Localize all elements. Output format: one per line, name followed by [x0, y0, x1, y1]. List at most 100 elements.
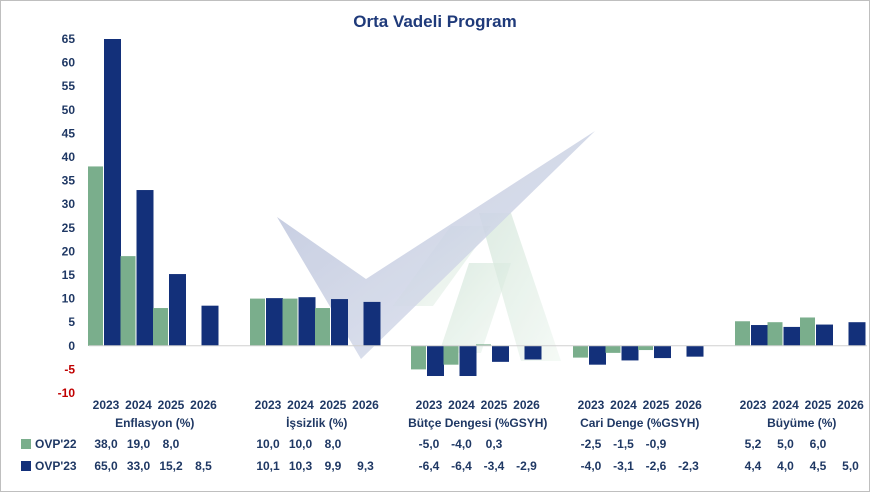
x-year-label: 2024: [610, 398, 637, 412]
table-cell: 8,0: [163, 437, 180, 451]
x-year-label: 2026: [352, 398, 379, 412]
y-tick-label: 40: [62, 150, 76, 164]
x-year-label: 2024: [772, 398, 799, 412]
x-year-label: 2025: [805, 398, 832, 412]
y-tick-label: 15: [62, 268, 76, 282]
chart-title: Orta Vadeli Program: [353, 12, 516, 31]
group-label: İşsizlik (%): [286, 415, 347, 430]
x-year-label: 2025: [643, 398, 670, 412]
table-cell: 10,1: [256, 459, 280, 473]
y-tick-label: 30: [62, 197, 76, 211]
table-cell: -2,9: [516, 459, 537, 473]
table-cell: 0,3: [486, 437, 503, 451]
table-cell: 5,0: [777, 437, 794, 451]
bar-ovp22: [88, 166, 103, 346]
x-year-label: 2025: [320, 398, 347, 412]
y-tick-label: 20: [62, 244, 76, 258]
bar-ovp23: [169, 274, 186, 346]
table-cell: 5,2: [745, 437, 762, 451]
bar-ovp22: [767, 322, 783, 346]
x-year-label: 2026: [837, 398, 864, 412]
x-year-label: 2026: [190, 398, 217, 412]
group-label: Cari Denge (%GSYH): [580, 416, 699, 430]
y-tick-label: 25: [62, 221, 76, 235]
table-cell: 38,0: [94, 437, 118, 451]
table-cell: 65,0: [94, 459, 118, 473]
group-label: Enflasyon (%): [115, 416, 194, 430]
table-cell: 8,5: [195, 459, 212, 473]
table-cell: -3,1: [613, 459, 634, 473]
table-cell: -6,4: [419, 459, 440, 473]
x-year-label: 2023: [255, 398, 282, 412]
x-year-label: 2023: [578, 398, 605, 412]
bar-ovp22: [315, 308, 330, 346]
table-cell: 9,9: [325, 459, 342, 473]
bar-ovp22: [800, 317, 815, 346]
x-year-label: 2025: [158, 398, 185, 412]
table-cell: -2,5: [581, 437, 602, 451]
bar-ovp23: [621, 345, 639, 361]
bar-ovp23: [427, 345, 444, 377]
y-tick-label: 5: [68, 315, 75, 329]
table-cell: -2,3: [678, 459, 699, 473]
bar-ovp22: [250, 298, 265, 346]
bar-ovp23: [104, 39, 121, 346]
table-cell: 10,3: [289, 459, 313, 473]
bar-ovp22: [735, 321, 750, 346]
group-label: Büyüme (%): [767, 416, 836, 430]
bar-ovp22: [411, 345, 426, 370]
x-year-label: 2023: [93, 398, 120, 412]
x-axis: 2023 2024 2025 2026 Enflasyon (%) 2023 2024 202…: [93, 398, 865, 430]
table-cell: 15,2: [159, 459, 183, 473]
bar-ovp23: [783, 326, 801, 346]
bars: [88, 39, 867, 377]
table-cell: -5,0: [419, 437, 440, 451]
y-tick-label: 65: [62, 32, 76, 46]
y-tick-label: 60: [62, 56, 76, 70]
bar-ovp22: [120, 256, 136, 346]
x-year-label: 2026: [513, 398, 540, 412]
table-cell: -6,4: [451, 459, 472, 473]
table-cell: -4,0: [451, 437, 472, 451]
bar-ovp23: [524, 345, 542, 360]
legend-swatch: [21, 439, 31, 449]
table-cell: 8,0: [325, 437, 342, 451]
bar-ovp23: [459, 345, 477, 377]
bar-ovp23: [492, 345, 509, 362]
table-cell: 10,0: [289, 437, 313, 451]
y-tick-label: -5: [64, 362, 75, 376]
bar-ovp23: [266, 298, 283, 346]
x-year-label: 2025: [481, 398, 508, 412]
table-cell: -4,0: [581, 459, 602, 473]
bar-ovp23: [331, 299, 348, 346]
bar-ovp22: [476, 344, 491, 346]
table-cell: 9,3: [357, 459, 374, 473]
bar-ovp23: [298, 297, 316, 346]
x-year-label: 2024: [125, 398, 152, 412]
bar-ovp23: [589, 345, 606, 365]
x-year-label: 2024: [448, 398, 475, 412]
y-tick-label: -10: [58, 386, 76, 400]
table-cell: 10,0: [256, 437, 280, 451]
x-year-label: 2026: [675, 398, 702, 412]
legend-label: OVP'22: [35, 437, 77, 451]
table-cell: 4,0: [777, 459, 794, 473]
y-tick-label: 50: [62, 103, 76, 117]
x-year-label: 2023: [416, 398, 443, 412]
group-label: Bütçe Dengesi (%GSYH): [408, 416, 547, 430]
table-cell: -2,6: [646, 459, 667, 473]
bar-ovp23: [363, 301, 381, 346]
data-table: OVP'22 38,0 19,0 8,0 10,0 10,0 8,0 -5,0 -4,0 0,3-…: [21, 437, 859, 473]
bar-ovp22: [573, 345, 588, 358]
table-cell: -1,5: [613, 437, 634, 451]
bar-ovp23: [816, 324, 833, 346]
y-tick-label: 45: [62, 126, 76, 140]
checkmark-watermark-icon: [277, 131, 595, 361]
bar-ovp22: [153, 308, 168, 346]
bar-ovp23: [686, 345, 704, 357]
bar-ovp22: [443, 345, 459, 365]
x-year-label: 2024: [287, 398, 314, 412]
